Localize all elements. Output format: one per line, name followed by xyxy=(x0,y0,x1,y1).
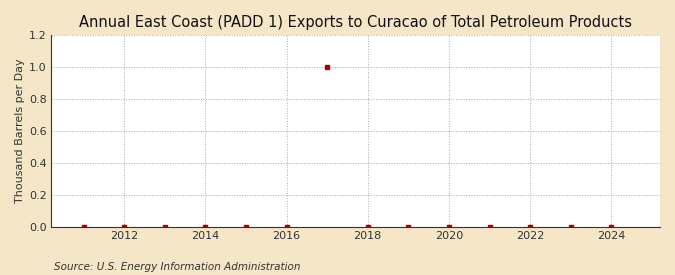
Title: Annual East Coast (PADD 1) Exports to Curacao of Total Petroleum Products: Annual East Coast (PADD 1) Exports to Cu… xyxy=(79,15,632,30)
Y-axis label: Thousand Barrels per Day: Thousand Barrels per Day xyxy=(15,59,25,203)
Text: Source: U.S. Energy Information Administration: Source: U.S. Energy Information Administ… xyxy=(54,262,300,272)
